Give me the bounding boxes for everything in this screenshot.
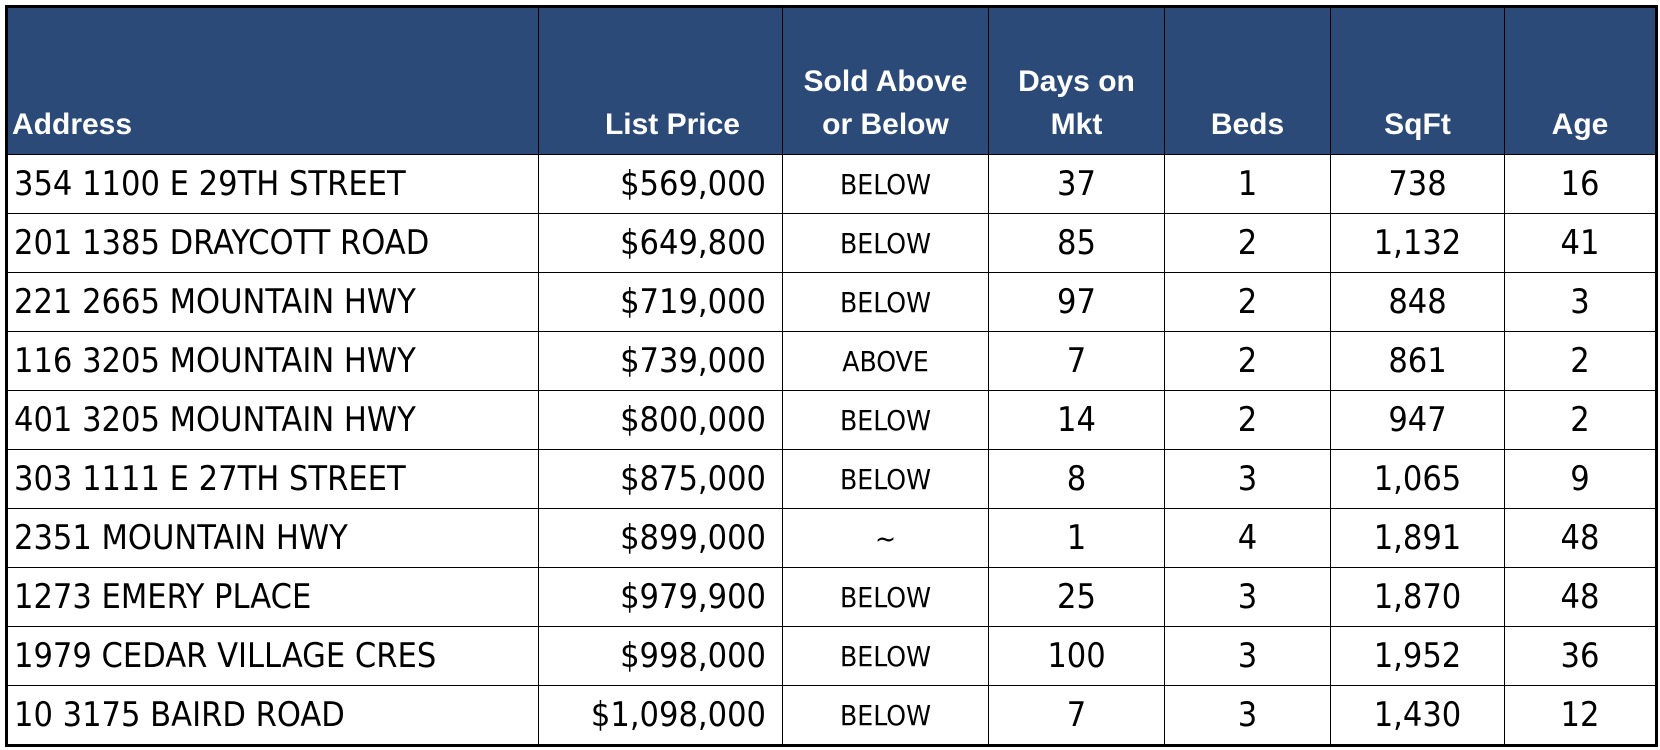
cell-beds: 3 [1164,685,1331,746]
cell-age: 9 [1504,449,1657,509]
header-sqft: SqFt [1330,6,1505,155]
cell-address: 401 3205 MOUNTAIN HWY [6,390,539,450]
table-row: 1273 EMERY PLACE $979,900 BELOW 25 3 1,870 48 [6,567,1657,627]
cell-sold-above-below: BELOW [782,154,989,214]
cell-list-price: $899,000 [538,508,783,568]
cell-sold-above-below: BELOW [782,626,989,686]
cell-days-on-mkt: 7 [988,331,1165,391]
cell-days-on-mkt: 25 [988,567,1165,627]
cell-address: 354 1100 E 29TH STREET [6,154,539,214]
table-row: 303 1111 E 27TH STREET $875,000 BELOW 8 3 1,0… [6,449,1657,509]
cell-sold-above-below: ABOVE [782,331,989,391]
table-row: 354 1100 E 29TH STREET $569,000 BELOW 37 1 73… [6,154,1657,214]
cell-days-on-mkt: 37 [988,154,1165,214]
cell-sqft: 861 [1330,331,1505,391]
cell-beds: 1 [1164,154,1331,214]
cell-list-price: $875,000 [538,449,783,509]
cell-age: 2 [1504,331,1657,391]
cell-age: 36 [1504,626,1657,686]
table-row: 201 1385 DRAYCOTT ROAD $649,800 BELOW 85 2 1,… [6,213,1657,273]
cell-list-price: $719,000 [538,272,783,332]
cell-address: 303 1111 E 27TH STREET [6,449,539,509]
cell-beds: 2 [1164,331,1331,391]
cell-beds: 2 [1164,213,1331,273]
table-row: 1979 CEDAR VILLAGE CRES $998,000 BELOW 100 3… [6,626,1657,686]
table-row: 116 3205 MOUNTAIN HWY $739,000 ABOVE 7 2 861 2 [6,331,1657,391]
cell-list-price: $800,000 [538,390,783,450]
cell-sold-above-below: BELOW [782,685,989,746]
cell-sqft: 947 [1330,390,1505,450]
cell-sqft: 1,430 [1330,685,1505,746]
cell-days-on-mkt: 8 [988,449,1165,509]
header-age: Age [1504,6,1657,155]
header-row: Address List Price Sold Above or Below Da… [6,6,1657,155]
cell-days-on-mkt: 97 [988,272,1165,332]
cell-days-on-mkt: 85 [988,213,1165,273]
cell-beds: 3 [1164,567,1331,627]
cell-sqft: 1,952 [1330,626,1505,686]
cell-age: 3 [1504,272,1657,332]
cell-list-price: $739,000 [538,331,783,391]
header-days-on-mkt: Days on Mkt [988,6,1165,155]
table-row: 10 3175 BAIRD ROAD $1,098,000 BELOW 7 3 1,430… [6,685,1657,746]
cell-sqft: 1,870 [1330,567,1505,627]
header-sold-above-below: Sold Above or Below [782,6,989,155]
cell-list-price: $569,000 [538,154,783,214]
cell-sold-above-below: BELOW [782,449,989,509]
cell-address: 201 1385 DRAYCOTT ROAD [6,213,539,273]
cell-age: 41 [1504,213,1657,273]
cell-sold-above-below: ~ [782,508,989,568]
header-address: Address [6,6,539,155]
cell-beds: 3 [1164,626,1331,686]
cell-age: 12 [1504,685,1657,746]
cell-list-price: $649,800 [538,213,783,273]
cell-address: 1273 EMERY PLACE [6,567,539,627]
cell-sqft: 1,132 [1330,213,1505,273]
table-row: 221 2665 MOUNTAIN HWY $719,000 BELOW 97 2 848… [6,272,1657,332]
cell-address: 1979 CEDAR VILLAGE CRES [6,626,539,686]
cell-sold-above-below: BELOW [782,390,989,450]
cell-sold-above-below: BELOW [782,272,989,332]
cell-address: 10 3175 BAIRD ROAD [6,685,539,746]
cell-beds: 2 [1164,390,1331,450]
cell-sqft: 738 [1330,154,1505,214]
cell-sqft: 1,065 [1330,449,1505,509]
cell-sold-above-below: BELOW [782,213,989,273]
cell-address: 116 3205 MOUNTAIN HWY [6,331,539,391]
cell-beds: 3 [1164,449,1331,509]
cell-age: 48 [1504,567,1657,627]
cell-beds: 2 [1164,272,1331,332]
cell-sold-above-below: BELOW [782,567,989,627]
cell-age: 48 [1504,508,1657,568]
cell-list-price: $979,900 [538,567,783,627]
cell-sqft: 848 [1330,272,1505,332]
cell-days-on-mkt: 100 [988,626,1165,686]
table-row: 2351 MOUNTAIN HWY $899,000 ~1 4 1,891 48 [6,508,1657,568]
cell-beds: 4 [1164,508,1331,568]
listings-table: Address List Price Sold Above or Below Da… [5,5,1658,747]
header-list-price: List Price [538,6,783,155]
cell-address: 221 2665 MOUNTAIN HWY [6,272,539,332]
cell-days-on-mkt: 7 [988,685,1165,746]
cell-list-price: $998,000 [538,626,783,686]
cell-age: 2 [1504,390,1657,450]
header-beds: Beds [1164,6,1331,155]
cell-days-on-mkt: 14 [988,390,1165,450]
cell-days-on-mkt: 1 [988,508,1165,568]
cell-list-price: $1,098,000 [538,685,783,746]
table-row: 401 3205 MOUNTAIN HWY $800,000 BELOW 14 2 947… [6,390,1657,450]
cell-address: 2351 MOUNTAIN HWY [6,508,539,568]
cell-sqft: 1,891 [1330,508,1505,568]
cell-age: 16 [1504,154,1657,214]
